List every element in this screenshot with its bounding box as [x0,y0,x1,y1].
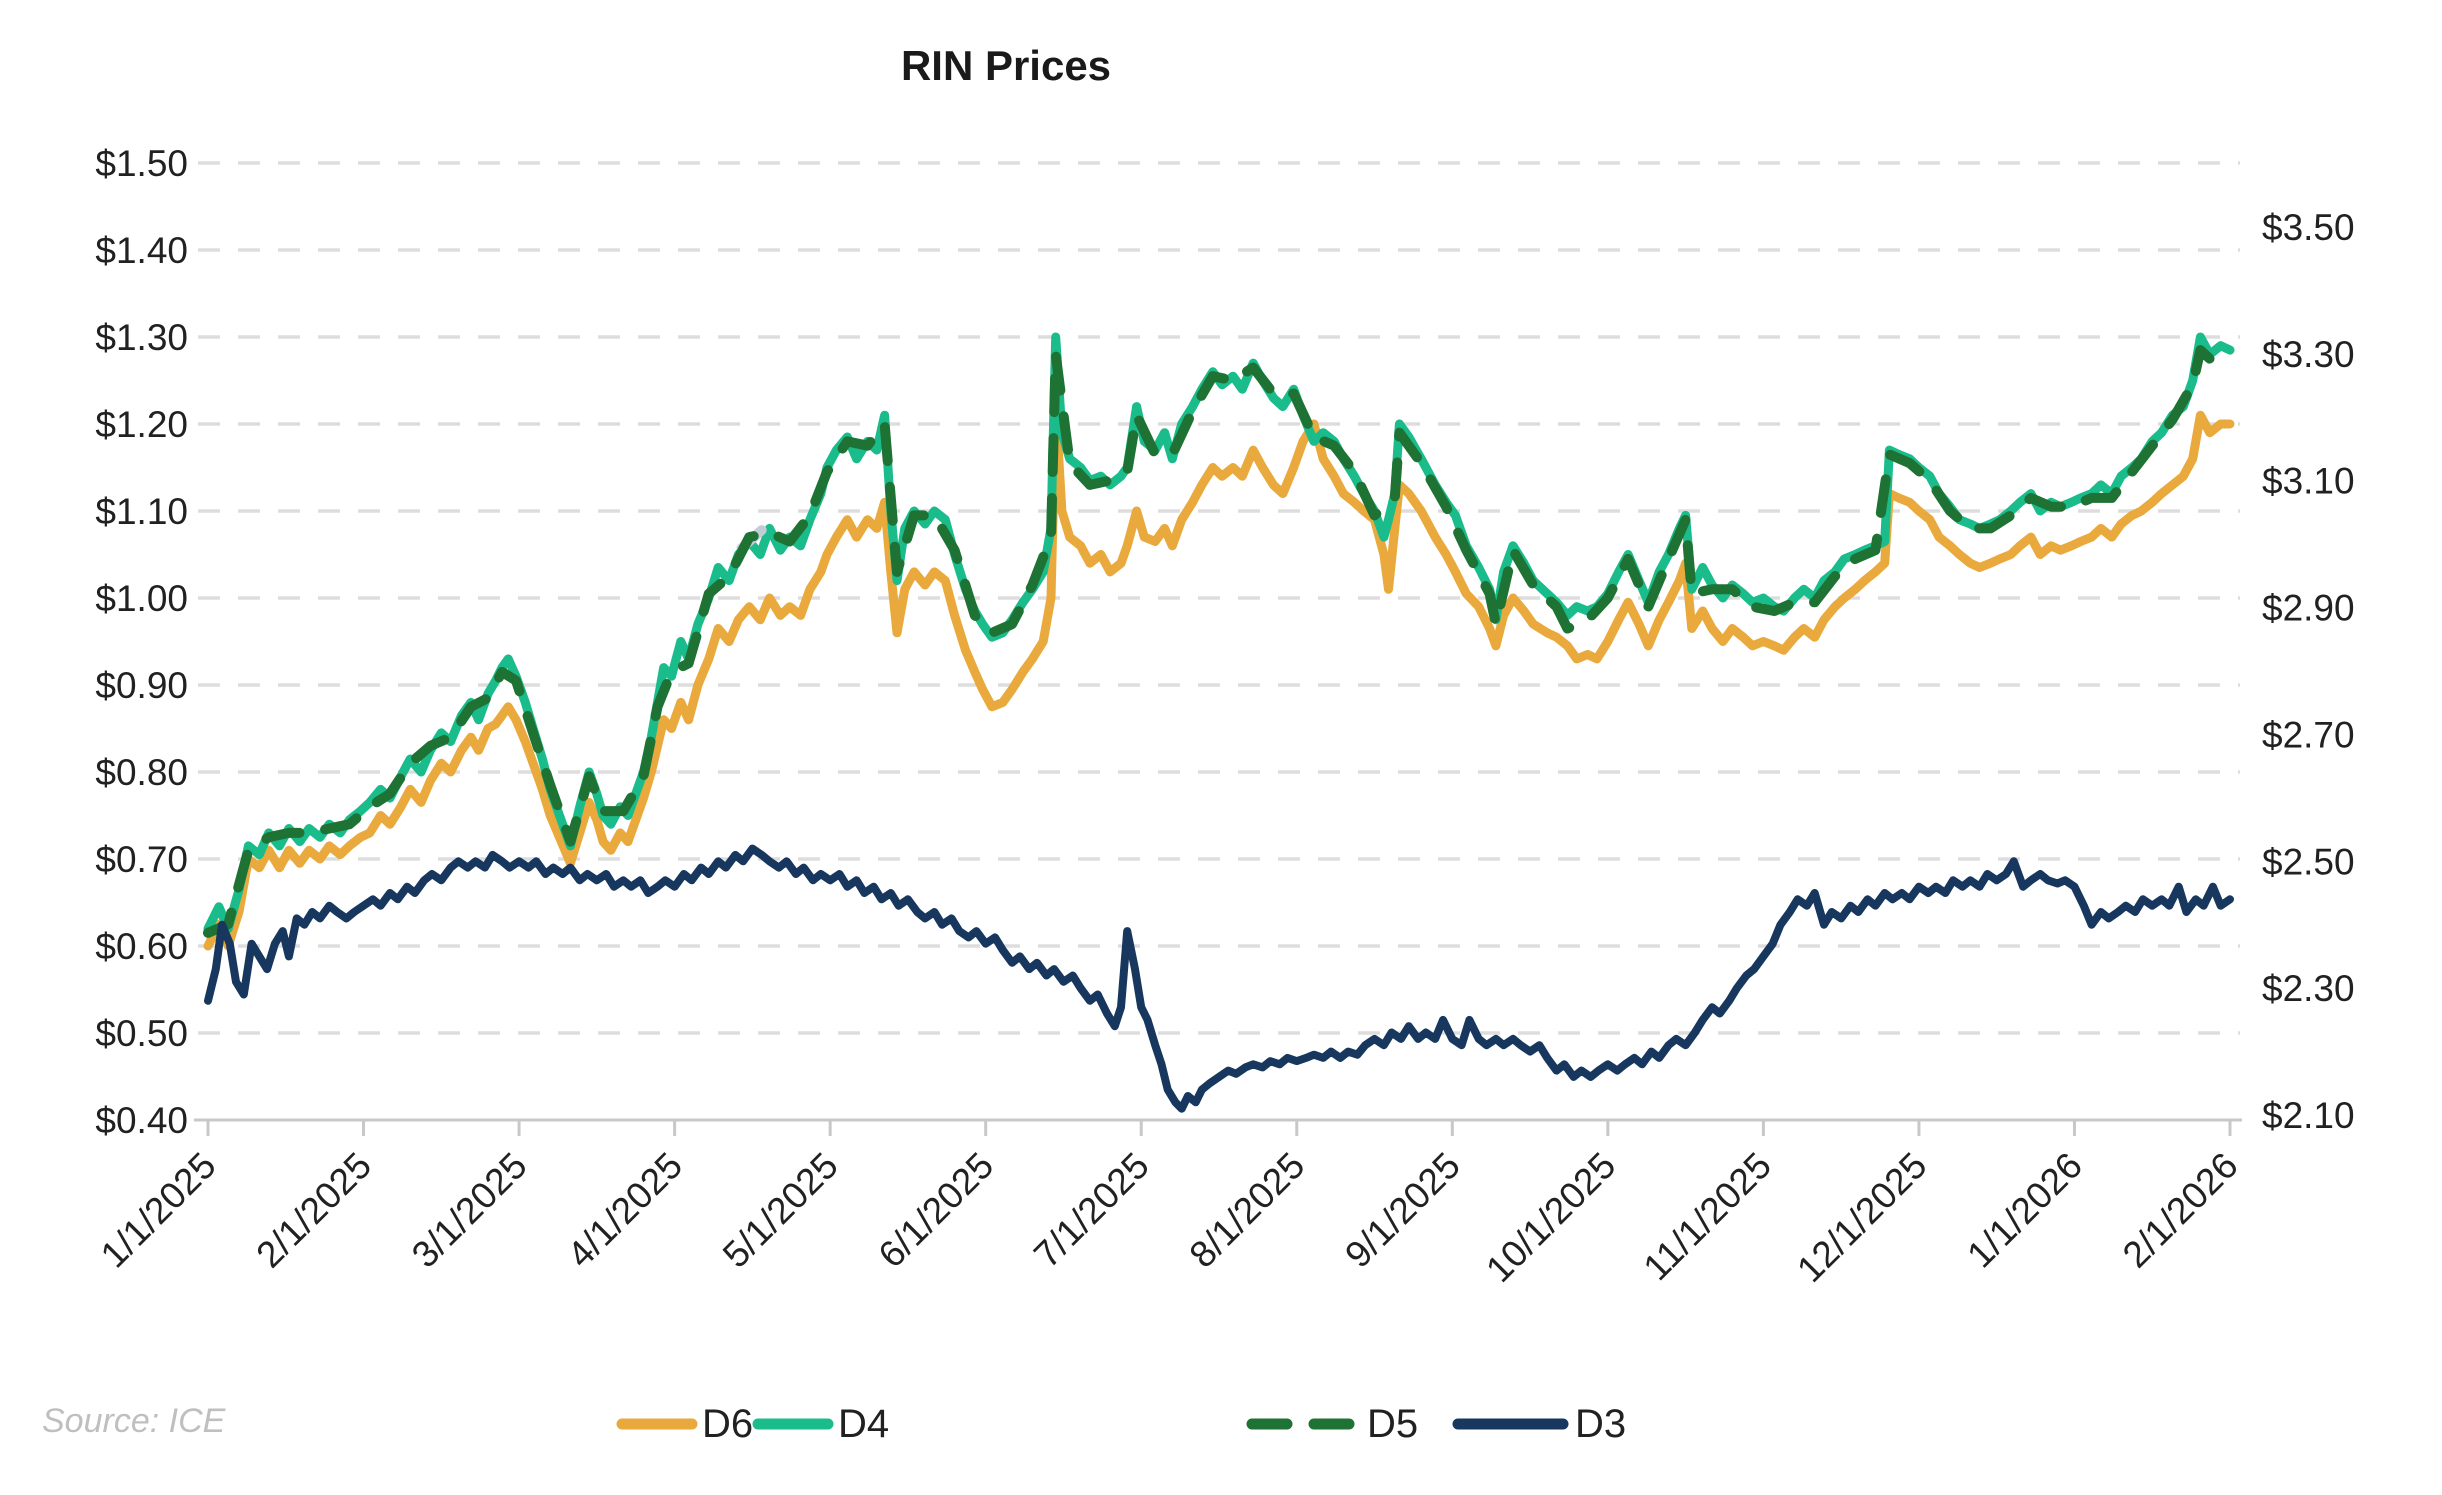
y-axis-tick-label-left: $0.40 [95,1100,188,1141]
x-axis-tick-label: 4/1/2025 [559,1145,690,1276]
x-axis-tick-label: 11/1/2025 [1636,1145,1779,1288]
y-axis-tick-label-left: $0.90 [95,665,188,706]
x-axis-tick-label: 5/1/2025 [715,1145,846,1276]
y-axis-tick-label-right: $2.70 [2262,714,2355,755]
x-axis-tick-label: 3/1/2025 [404,1145,535,1276]
x-axis-tick-label: 6/1/2025 [871,1145,1002,1276]
y-axis-tick-label-left: $1.50 [95,143,188,184]
legend-label: D3 [1575,1402,1626,1446]
y-axis-tick-label-left: $1.00 [95,578,188,619]
y-axis-tick-label-right: $2.10 [2262,1095,2355,1136]
y-axis-tick-label-left: $0.60 [95,926,188,967]
y-axis-tick-label-left: $0.50 [95,1013,188,1054]
y-axis-tick-label-right: $2.30 [2262,968,2355,1009]
legend: D6 D4 D5 D3 [616,1402,1626,1446]
x-axis-tick-label: 10/1/2025 [1478,1145,1623,1290]
series-line-d3 [204,844,2234,1113]
y-axis-tick-label-right: $2.50 [2262,841,2355,882]
x-axis-tick-label: 8/1/2025 [1182,1145,1313,1276]
series-line-d5 [203,345,2235,938]
y-axis-tick-label-right: $3.50 [2262,207,2355,248]
legend-label: D6 [702,1402,753,1446]
y-axis-tick-label-left: $1.30 [95,317,188,358]
x-axis-tick-label: 2/1/2025 [248,1145,379,1276]
y-axis-tick-label-right: $3.10 [2262,461,2355,502]
legend-label: D5 [1367,1402,1418,1446]
x-axis-tick-label: 1/1/2025 [93,1145,224,1276]
y-axis-tick-label-right: $2.90 [2262,588,2355,629]
y-axis-tick-label-right: $3.30 [2262,334,2355,375]
x-axis-tick-label: 12/1/2025 [1789,1145,1934,1290]
y-axis-tick-label-left: $0.80 [95,752,188,793]
legend-label: D4 [838,1402,889,1446]
series-lines-group [203,332,2235,1113]
gridlines-group [198,161,2240,1035]
y-axis-tick-label-left: $1.20 [95,404,188,445]
source-note: Source: ICE [42,1402,226,1440]
axes-group [194,1118,2242,1136]
chart-title: RIN Prices [901,42,1111,89]
axis-labels-group: $1.50 $1.40 $1.30 $1.20 $1.10 $1.00 $0.90 $0.80… [93,143,2355,1290]
y-axis-tick-label-left: $0.70 [95,839,188,880]
y-axis-tick-label-left: $1.40 [95,230,188,271]
y-axis-tick-label-left: $1.10 [95,491,188,532]
x-axis-tick-label: 2/1/2026 [2115,1145,2246,1276]
x-axis-tick-label: 9/1/2025 [1337,1145,1468,1276]
series-line-d6 [203,402,2235,951]
x-axis-tick-label: 7/1/2025 [1026,1145,1157,1276]
x-axis-tick-label: 1/1/2026 [1959,1145,2090,1276]
